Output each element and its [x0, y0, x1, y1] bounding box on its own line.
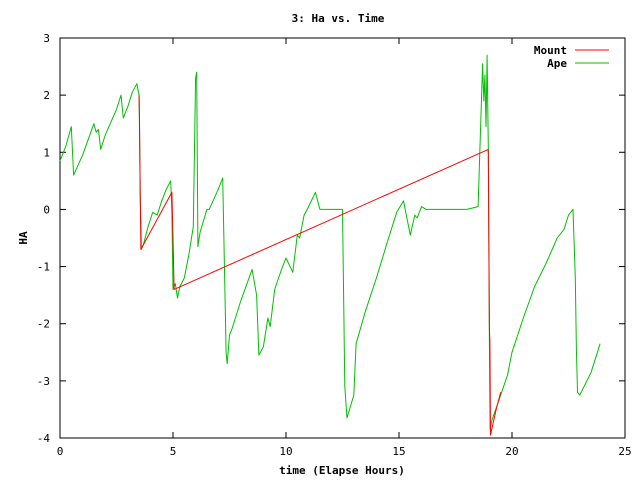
x-tick-label: 10 [279, 445, 292, 458]
y-tick-label: -4 [37, 432, 51, 445]
legend-label-ape: Ape [547, 57, 567, 70]
x-tick-label: 15 [392, 445, 405, 458]
series-line-mount [138, 95, 502, 436]
x-axis: 0 5 10 15 20 25 [57, 38, 632, 458]
plot-frame [59, 37, 626, 439]
x-tick-label: 25 [618, 445, 631, 458]
y-tick-label: 1 [43, 146, 50, 159]
x-axis-label: time (Elapse Hours) [279, 464, 405, 477]
legend-label-mount: Mount [534, 44, 567, 57]
y-tick-label: -2 [37, 318, 50, 331]
y-tick-label: 0 [43, 203, 50, 216]
y-tick-label: -1 [37, 261, 50, 274]
y-tick-label: -3 [37, 375, 50, 388]
y-tick-label: 2 [43, 89, 50, 102]
x-tick-label: 5 [170, 445, 177, 458]
y-tick-label: 3 [43, 32, 50, 45]
chart-title: 3: Ha vs. Time [292, 12, 385, 25]
y-axis-label: HA [17, 231, 30, 245]
series-layer [59, 54, 601, 436]
y-axis: -4 -3 -2 -1 0 1 2 3 [37, 32, 625, 445]
x-tick-label: 0 [57, 445, 64, 458]
x-tick-label: 20 [505, 445, 518, 458]
